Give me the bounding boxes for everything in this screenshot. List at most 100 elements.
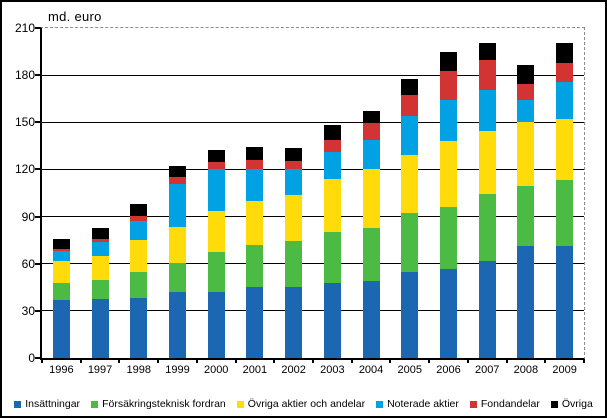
x-axis-label-1996: 1996 (49, 364, 74, 376)
x-axis-tick (583, 359, 585, 363)
bar-segment (440, 99, 457, 142)
bar-segment (323, 140, 341, 153)
y-axis-label-90: 90 (21, 209, 35, 224)
y-axis-tick (35, 357, 40, 359)
bar-segment (285, 148, 303, 161)
legend-item: Övriga (550, 398, 593, 410)
gridline-150 (42, 121, 584, 123)
bar-segment (246, 147, 264, 160)
x-axis-label-2006: 2006 (436, 364, 461, 376)
bar-segment (517, 185, 535, 247)
bar-segment (246, 287, 264, 358)
bar-segment (207, 251, 225, 292)
legend-item: Fondandelar (469, 398, 540, 410)
x-axis-label-1999: 1999 (165, 364, 190, 376)
bar-segment (246, 200, 264, 245)
bar-segment (401, 272, 419, 358)
x-axis-tick (428, 359, 431, 363)
bar-segment (130, 204, 148, 216)
bar-segment (285, 169, 303, 196)
legend-label: Noterade aktier (387, 398, 459, 410)
bar-segment (478, 60, 496, 91)
x-axis-tick (312, 359, 314, 363)
bar-segment (285, 160, 303, 170)
bar-segment (207, 292, 225, 358)
x-axis-tick (234, 359, 237, 363)
y-axis-tick (35, 215, 40, 218)
x-axis-label-2008: 2008 (513, 364, 539, 376)
bar-segment (362, 139, 380, 170)
gridline-180 (42, 74, 584, 76)
y-axis-tick (35, 74, 40, 77)
bar-segment (440, 71, 457, 100)
bar-segment (130, 220, 148, 241)
bar-segment (52, 261, 70, 284)
x-axis-label-2005: 2005 (397, 364, 423, 376)
bar-segment (362, 169, 380, 228)
y-axis-label-60: 60 (21, 256, 35, 271)
bar-segment (52, 283, 70, 300)
legend: Insättningar Försäkringsteknisk fordran Öv… (2, 398, 605, 410)
y-axis-label-120: 120 (14, 162, 35, 177)
bar-segment (130, 272, 148, 299)
bar-segment (52, 238, 70, 249)
bar-segment (478, 130, 496, 194)
y-axis-label-0: 0 (28, 351, 35, 365)
x-axis-label-1997: 1997 (87, 364, 113, 376)
x-axis-label-2004: 2004 (358, 364, 384, 376)
gridline-120 (42, 168, 584, 170)
y-axis-tick (35, 309, 40, 312)
bar-segment (130, 298, 148, 358)
bar-segment (169, 292, 186, 358)
bar-segment (556, 62, 574, 83)
bar-segment (401, 116, 419, 156)
legend-swatch-icon (236, 400, 244, 408)
x-axis-label-2007: 2007 (474, 364, 500, 376)
bar-segment (52, 299, 70, 358)
bar-segment (517, 99, 535, 123)
bar-segment (130, 215, 148, 221)
y-axis-tick (35, 262, 40, 265)
legend-item: Insättningar (14, 398, 80, 410)
bar-segment (169, 177, 186, 184)
legend-label: Insättningar (25, 398, 81, 410)
y-axis-label-180: 180 (14, 68, 35, 83)
x-axis-label-1998: 1998 (126, 364, 152, 376)
chart-title: md. euro (48, 9, 102, 24)
bar-segment (440, 141, 457, 208)
x-axis-tick (195, 359, 198, 363)
y-axis-tick (35, 168, 40, 171)
bar-segment (478, 42, 496, 61)
bar-segment (169, 183, 186, 227)
bar-segment (556, 82, 574, 120)
y-axis-tick (35, 121, 40, 124)
bar-segment (362, 123, 380, 140)
bar-segment (556, 245, 574, 358)
legend-swatch-icon (14, 400, 22, 408)
bar-segment (207, 162, 225, 170)
bar-segment (246, 168, 264, 201)
x-axis-tick (41, 359, 43, 363)
bar-segment (517, 64, 535, 84)
bar-segment (323, 282, 341, 358)
bar-segment (285, 195, 303, 241)
gridline-90 (42, 216, 584, 218)
bar-segment (323, 178, 341, 233)
bar-segment (362, 227, 380, 281)
bar-segment (91, 299, 109, 358)
x-axis-tick (350, 359, 353, 363)
bar-segment (440, 269, 457, 358)
gridline-30 (42, 310, 584, 312)
bar-segment (517, 122, 535, 186)
y-axis-label-150: 150 (14, 115, 35, 130)
bar-segment (478, 260, 496, 358)
legend-item: Noterade aktier (376, 398, 459, 410)
y-axis-label-210: 210 (14, 21, 35, 35)
legend-label: Övriga (561, 398, 593, 410)
x-axis-label-2003: 2003 (320, 364, 345, 376)
bar-segment (517, 83, 535, 100)
bar-segment (246, 244, 264, 288)
bar-segment (91, 241, 109, 256)
x-axis-label-2000: 2000 (203, 364, 229, 376)
